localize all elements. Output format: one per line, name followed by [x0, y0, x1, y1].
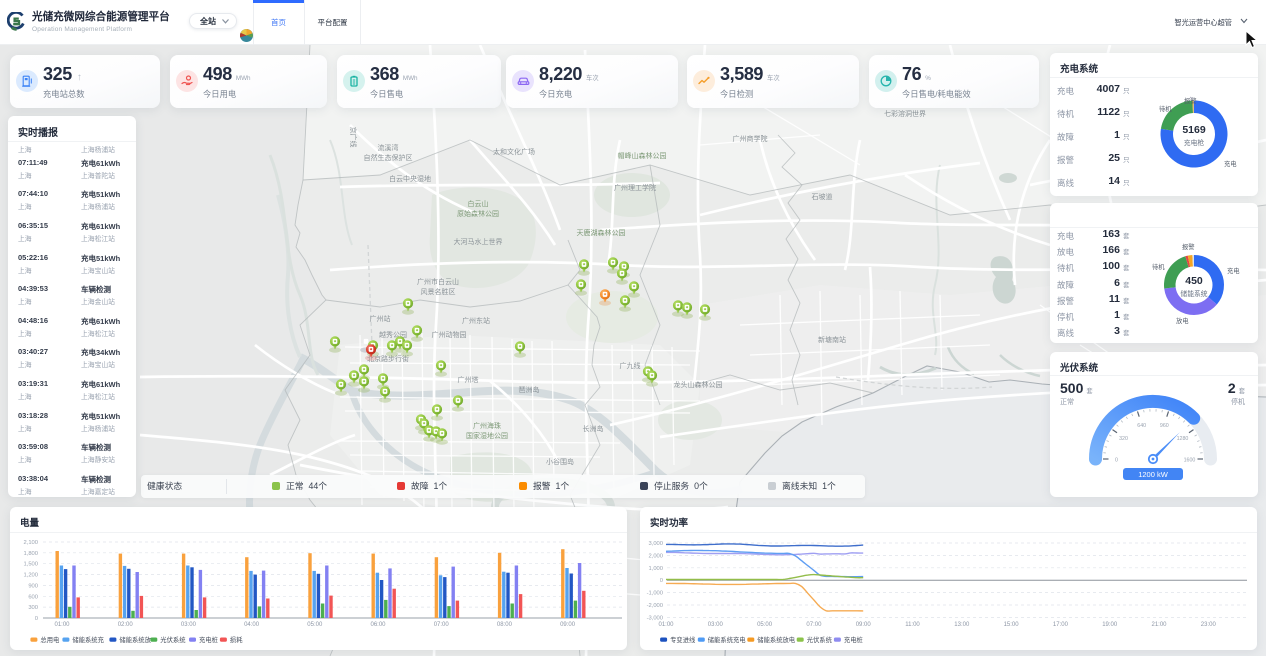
svg-text:储能系统放电: 储能系统放电 [757, 635, 795, 644]
svg-text:自然生态保护区: 自然生态保护区 [364, 153, 413, 162]
svg-text:报警: 报警 [1182, 242, 1195, 251]
svg-text:09:00: 09:00 [560, 622, 576, 628]
svg-text:960: 960 [1160, 423, 1169, 429]
svg-text:07:00: 07:00 [806, 622, 822, 628]
svg-text:5169: 5169 [1182, 124, 1206, 136]
svg-text:流溪湾: 流溪湾 [378, 143, 399, 152]
svg-text:充电: 充电 [1227, 266, 1240, 275]
svg-text:白云山: 白云山 [468, 199, 489, 208]
svg-text:1600: 1600 [1184, 458, 1196, 464]
svg-text:300: 300 [28, 605, 38, 611]
svg-text:帽峰山森林公园: 帽峰山森林公园 [618, 151, 667, 160]
svg-text:19:00: 19:00 [1102, 622, 1118, 628]
svg-text:新塘南站: 新塘南站 [818, 335, 846, 344]
svg-text:-2,000: -2,000 [647, 603, 663, 609]
svg-text:07:00: 07:00 [434, 622, 450, 628]
svg-text:广州站: 广州站 [370, 314, 391, 323]
svg-text:北京路步行街: 北京路步行街 [367, 354, 409, 363]
svg-text:21:00: 21:00 [1151, 622, 1167, 628]
svg-text:待机: 待机 [1159, 104, 1172, 113]
svg-text:越秀公园: 越秀公园 [379, 330, 407, 339]
svg-text:天鹿湖森林公园: 天鹿湖森林公园 [577, 228, 626, 237]
svg-text:龙头山森林公园: 龙头山森林公园 [674, 380, 723, 389]
svg-text:05:00: 05:00 [757, 622, 773, 628]
svg-text:总用电: 总用电 [40, 635, 60, 644]
svg-text:原始森林公园: 原始森林公园 [457, 209, 499, 218]
svg-text:广州理工学院: 广州理工学院 [614, 183, 656, 192]
svg-text:小谷围岛: 小谷围岛 [546, 457, 574, 466]
svg-text:09:00: 09:00 [856, 622, 872, 628]
svg-text:光伏系统: 光伏系统 [160, 635, 186, 644]
svg-text:640: 640 [1137, 423, 1146, 429]
svg-text:充电枪: 充电枪 [1184, 138, 1205, 147]
svg-text:光伏系统: 光伏系统 [807, 635, 833, 644]
svg-text:大河马水上世界: 大河马水上世界 [454, 237, 503, 246]
svg-text:450: 450 [1185, 275, 1203, 287]
svg-text:损耗: 损耗 [230, 635, 243, 644]
svg-text:储能系统: 储能系统 [1180, 289, 1207, 298]
svg-text:01:00: 01:00 [54, 622, 70, 628]
svg-text:长洲岛: 长洲岛 [583, 424, 604, 433]
svg-text:15:00: 15:00 [1004, 622, 1020, 628]
svg-text:广州商学院: 广州商学院 [733, 134, 768, 143]
svg-text:充电: 充电 [1224, 159, 1237, 168]
svg-text:23:00: 23:00 [1201, 622, 1217, 628]
svg-text:900: 900 [28, 583, 38, 589]
svg-text:广州动物园: 广州动物园 [432, 330, 467, 339]
svg-text:专变进线: 专变进线 [670, 635, 696, 644]
svg-text:琶洲岛: 琶洲岛 [519, 385, 540, 394]
svg-text:06:00: 06:00 [370, 622, 386, 628]
svg-text:充电桩: 充电桩 [199, 635, 219, 644]
svg-text:1,200: 1,200 [23, 573, 38, 579]
svg-text:0: 0 [1115, 458, 1118, 464]
svg-text:320: 320 [1119, 436, 1128, 442]
svg-text:1,800: 1,800 [23, 551, 38, 557]
svg-text:0: 0 [35, 616, 38, 622]
svg-text:京广线: 京广线 [349, 127, 358, 148]
svg-text:1200 kW: 1200 kW [1138, 470, 1169, 479]
svg-text:03:00: 03:00 [708, 622, 724, 628]
svg-text:-1,000: -1,000 [647, 591, 663, 597]
svg-text:风景名胜区: 风景名胜区 [421, 287, 456, 296]
svg-text:05:00: 05:00 [307, 622, 323, 628]
svg-text:1,500: 1,500 [23, 562, 38, 568]
svg-text:1,000: 1,000 [648, 566, 663, 572]
svg-text:2,000: 2,000 [648, 553, 663, 559]
svg-text:01:00: 01:00 [658, 622, 674, 628]
svg-text:七彩溶洞世界: 七彩溶洞世界 [884, 109, 926, 118]
svg-text:-3,000: -3,000 [647, 615, 663, 621]
svg-text:03:00: 03:00 [181, 622, 197, 628]
svg-text:04:00: 04:00 [244, 622, 260, 628]
svg-text:待机: 待机 [1152, 262, 1165, 271]
svg-text:13:00: 13:00 [954, 622, 970, 628]
svg-text:石坡道: 石坡道 [812, 192, 833, 201]
svg-text:国家湿地公园: 国家湿地公园 [466, 431, 508, 440]
svg-text:2,100: 2,100 [23, 540, 38, 546]
svg-text:广州东站: 广州东站 [462, 316, 490, 325]
svg-text:广州市白云山: 广州市白云山 [417, 277, 459, 286]
svg-text:储能系统充: 储能系统充 [72, 635, 104, 644]
svg-text:太和文化广场: 太和文化广场 [493, 147, 535, 156]
svg-text:17:00: 17:00 [1053, 622, 1069, 628]
svg-text:白云中央湿地: 白云中央湿地 [389, 174, 431, 183]
svg-text:广州海珠: 广州海珠 [473, 421, 501, 430]
svg-text:02:00: 02:00 [118, 622, 134, 628]
svg-text:报警: 报警 [1184, 96, 1197, 105]
svg-text:11:00: 11:00 [905, 622, 920, 628]
svg-text:储能系统充电: 储能系统充电 [708, 635, 746, 644]
svg-text:3,000: 3,000 [648, 541, 663, 547]
svg-text:600: 600 [28, 594, 38, 600]
svg-text:08:00: 08:00 [497, 622, 513, 628]
svg-text:1280: 1280 [1177, 436, 1189, 442]
svg-text:0: 0 [660, 578, 663, 584]
svg-text:储能系统放: 储能系统放 [119, 635, 151, 644]
svg-text:充电桩: 充电桩 [844, 635, 864, 644]
svg-text:广九线: 广九线 [620, 361, 641, 370]
svg-text:广州塔: 广州塔 [458, 375, 479, 384]
svg-text:放电: 放电 [1176, 316, 1189, 325]
